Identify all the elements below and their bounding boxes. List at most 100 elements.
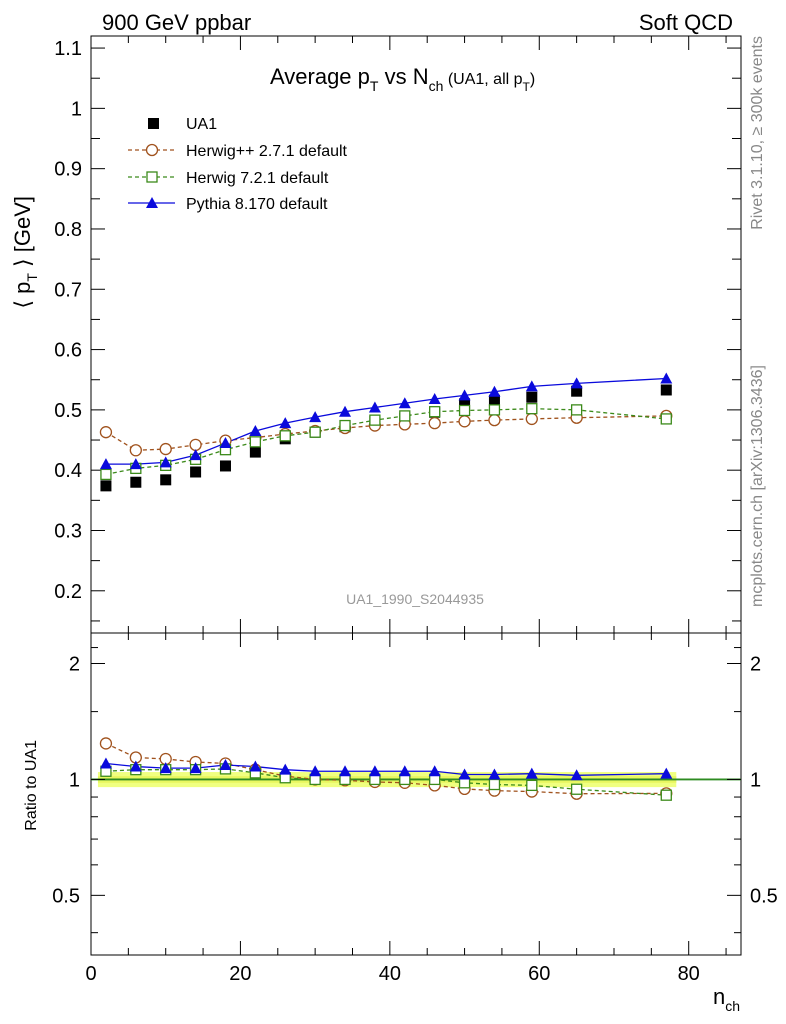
point-herwig7 [660,413,672,425]
legend-marker-ua1 [148,118,159,129]
legend: UA1 Herwig++ 2.7.1 default Herwig 7.2.1 … [128,116,348,213]
point-herwigpp [99,426,113,439]
point-pythia [428,393,441,405]
point-herwigpp [488,413,501,427]
point-data [488,394,500,406]
series-line-herwig7 [105,408,667,476]
header-energy-label: 900 GeV ppbar [102,10,251,35]
ratio-point-pythia [189,762,202,774]
x-tick-label: 0 [85,963,96,985]
point-herwig7 [429,406,441,418]
title-main-sub: T [370,78,379,94]
y-tick-label: 1 [71,98,82,120]
legend-entry-ua1: UA1 [148,116,217,133]
point-data [130,476,142,488]
legend-label-herwigpp: Herwig++ 2.7.1 default [186,143,348,160]
x-label-sub: ch [725,998,740,1014]
point-pythia [189,449,202,461]
legend-marker-herwigpp [145,143,159,157]
ratio-series-layer [99,737,673,801]
ratio-line-herwigpp [105,742,667,795]
series-line-pythia [105,377,667,465]
y-tick-label: 0.3 [54,520,82,542]
y-tick-label: 0.5 [54,400,82,422]
y-label-open: ⟨ p [10,282,35,309]
point-herwigpp [189,438,202,452]
point-herwigpp [428,416,441,430]
point-herwigpp [525,412,538,426]
ratio-point-pythia [428,765,441,777]
title-extra: (UA1, all p [443,71,522,88]
ratio-point-pythia [129,760,142,772]
point-pythia [99,458,112,470]
point-pythia [660,372,673,384]
ratio-point-pythia [570,769,583,781]
ratio-y-tick-label-left: 1 [69,769,80,791]
mcplots-reference-label: mcplots.cern.ch [arXiv:1306.3436] [749,365,766,607]
title-extra-end: ) [530,71,535,88]
y-tick-label: 1.1 [54,38,82,60]
main-y-axis-ticks: 0.2 0.3 0.4 0.5 0.6 0.7 0.8 0.9 1 1.1 [54,38,741,622]
ratio-point-pythia [249,760,262,772]
ratio-point-pythia [339,765,352,777]
point-pythia [249,424,262,436]
point-data [190,466,202,478]
point-data [526,391,538,403]
y-tick-label: 0.6 [54,340,82,362]
title-vs: vs N [378,64,428,89]
ratio-point-pythia [660,767,673,779]
x-label-main: n [713,984,725,1009]
ratio-y-tick-label-left: 2 [69,653,80,675]
ratio-point-pythia [99,757,112,769]
ratio-y-axis-ticks: 0.5 0.5 1 1 2 2 [52,647,778,934]
point-herwig7 [279,430,291,442]
plot-title: Average pT vs Nch (UA1, all pT) [270,64,535,94]
ratio-point-herwig7 [570,783,583,795]
point-herwig7 [458,404,471,417]
x-tick-label: 20 [229,963,251,985]
point-data [459,398,471,410]
point-data [249,446,261,458]
point-pythia [339,405,352,417]
point-herwig7 [339,419,351,432]
point-pythia [219,437,232,449]
point-pythia [368,401,381,413]
ratio-plot-frame [90,632,742,956]
point-herwigpp [129,444,142,457]
point-pythia [159,456,172,468]
y-tick-label: 0.8 [54,219,82,241]
y-tick-label: 0.4 [54,460,82,482]
ratio-point-pythia [368,765,381,777]
point-herwig7 [399,410,411,422]
point-herwigpp [458,415,471,428]
point-herwig7 [369,414,381,426]
main-series-layer [99,372,673,492]
point-herwig7 [526,403,538,415]
ratio-point-pythia [525,767,538,779]
x-tick-label: 40 [379,963,401,985]
point-herwig7 [100,468,112,481]
ratio-point-pythia [458,768,471,780]
ratio-point-pythia [219,759,232,771]
legend-entry-pythia: Pythia 8.170 default [128,196,328,213]
legend-label-pythia: Pythia 8.170 default [186,196,328,213]
legend-entry-herwigpp: Herwig++ 2.7.1 default [128,143,348,160]
point-pythia [458,389,471,401]
title-vs-sub: ch [429,78,444,94]
legend-label-ua1: UA1 [186,116,217,133]
ratio-point-pythia [159,762,172,774]
point-data [160,474,172,486]
ratio-point-herwig7 [488,778,501,791]
legend-label-herwig7: Herwig 7.2.1 default [186,170,329,187]
title-extra-sub: T [523,80,531,94]
point-data [660,384,672,396]
x-tick-label: 80 [678,963,700,985]
point-pythia [279,417,292,429]
point-data [571,385,583,397]
legend-marker-herwig7 [146,171,158,183]
legend-marker-pythia [146,197,158,208]
legend-entry-herwig7: Herwig 7.2.1 default [128,170,329,187]
ratio-point-herwig7 [526,779,538,792]
rivet-version-label: Rivet 3.1.10, ≥ 300k events [749,36,766,230]
ratio-point-herwigpp [99,737,113,750]
